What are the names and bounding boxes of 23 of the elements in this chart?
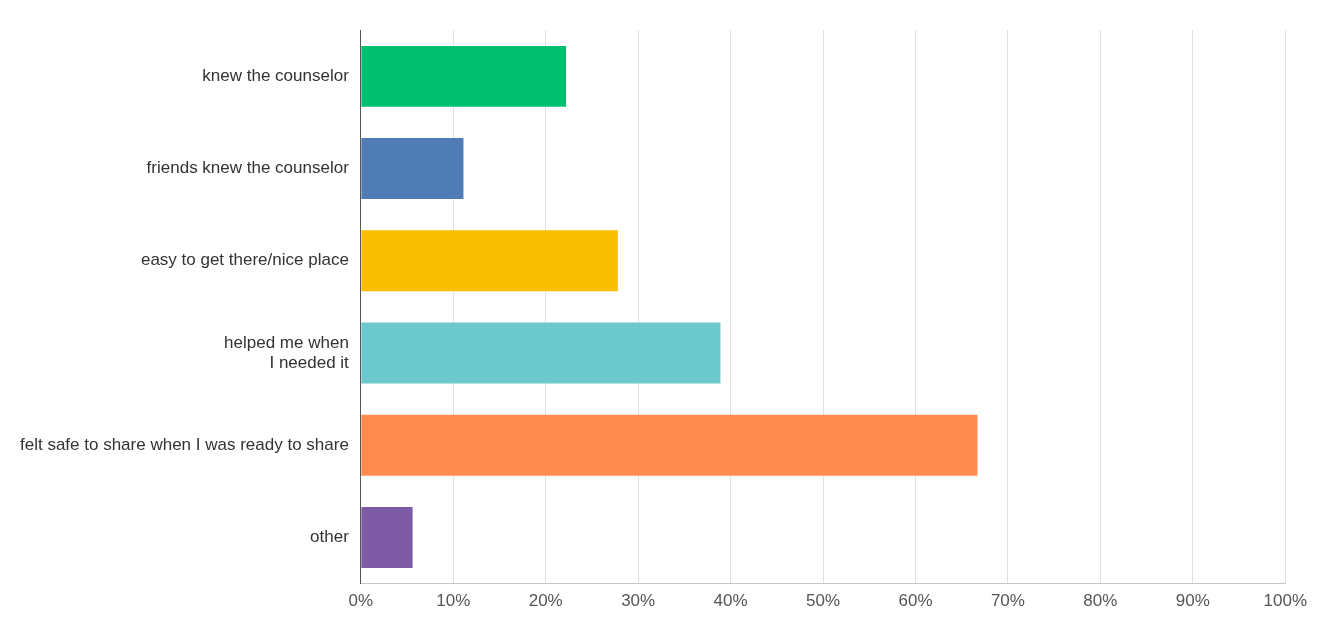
x-tick-label: 50% — [806, 591, 841, 611]
bar — [361, 322, 721, 384]
y-tick-label: felt safe to share when I was ready to share — [20, 434, 349, 454]
y-tick-label: easy to get there/nice place — [140, 250, 349, 270]
bar — [361, 45, 567, 107]
bar — [361, 414, 978, 476]
x-tick-label: 90% — [1175, 591, 1210, 611]
x-tick-label: 20% — [528, 591, 563, 611]
x-tick-label: 70% — [990, 591, 1025, 611]
x-tick-label: 40% — [713, 591, 748, 611]
x-tick-label: 80% — [1083, 591, 1118, 611]
x-tick-label: 30% — [621, 591, 656, 611]
y-tick-label: knew the counselor — [202, 66, 350, 85]
y-tick-label: friends knew the counselor — [146, 158, 350, 178]
y-tick-label: other — [310, 527, 350, 547]
bar — [361, 507, 413, 568]
x-tick-label: 60% — [898, 591, 933, 611]
x-tick-label: 100% — [1263, 591, 1307, 611]
bar — [361, 138, 464, 199]
x-tick-label: 10% — [436, 591, 471, 611]
bar — [361, 230, 618, 292]
y-tick-label: helped me when I needed it — [224, 332, 350, 372]
x-tick-label: 0% — [348, 591, 374, 611]
